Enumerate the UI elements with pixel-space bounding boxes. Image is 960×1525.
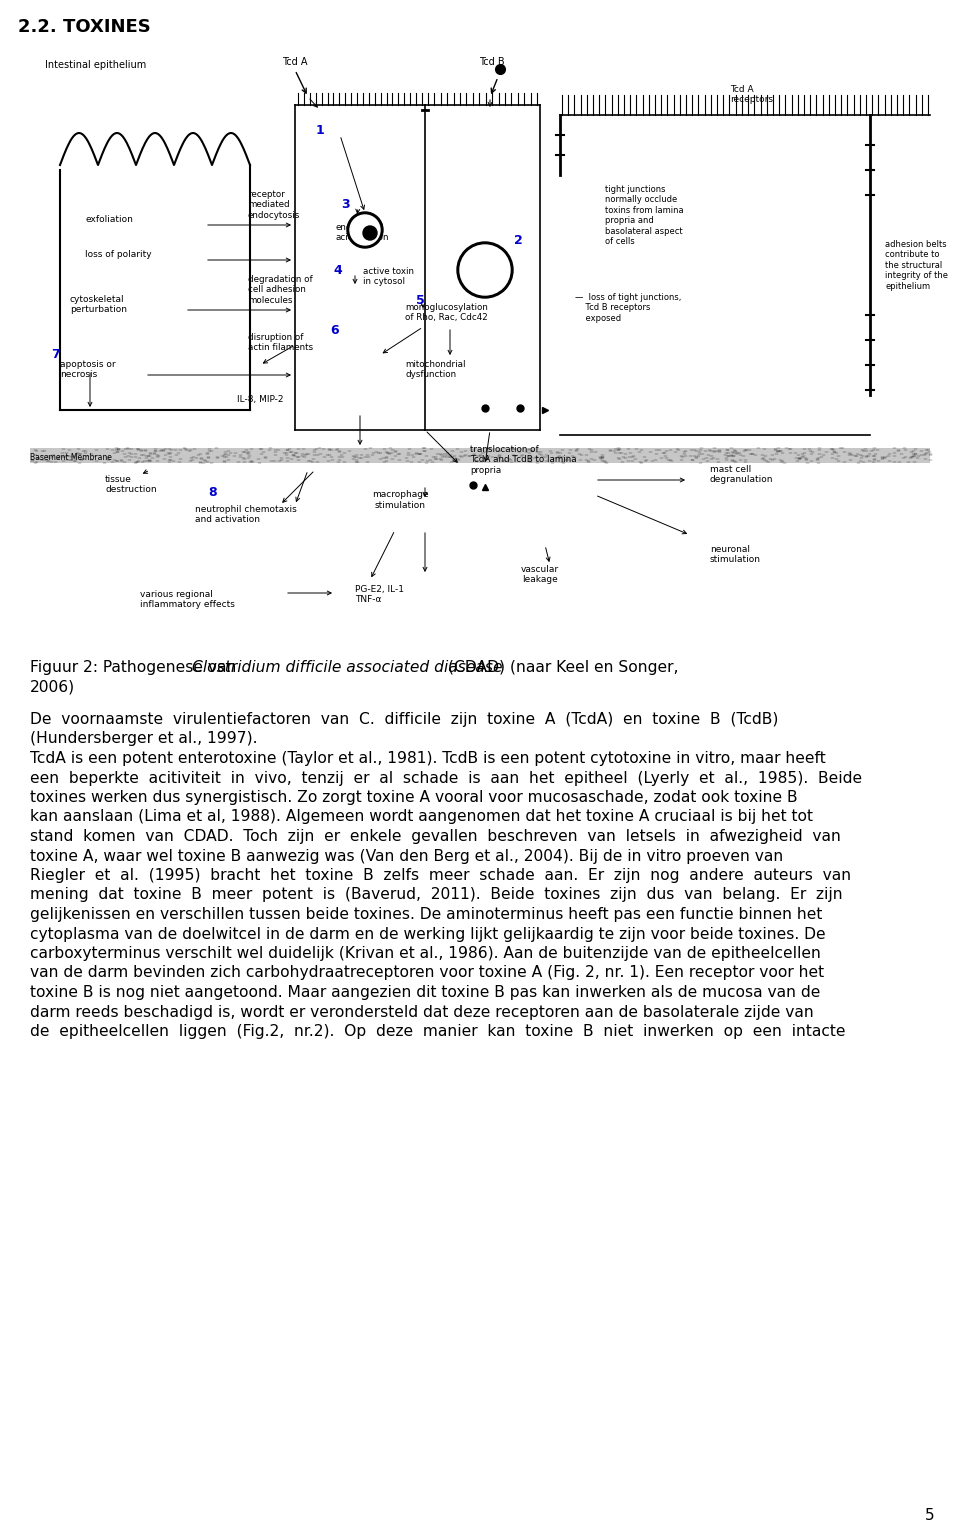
- Text: monoglucosylation
of Rho, Rac, Cdc42: monoglucosylation of Rho, Rac, Cdc42: [405, 303, 488, 322]
- Text: De  voornaamste  virulentiefactoren  van  C.  difficile  zijn  toxine  A  (TcdA): De voornaamste virulentiefactoren van C.…: [30, 712, 779, 727]
- Text: neutrophil chemotaxis
and activation: neutrophil chemotaxis and activation: [195, 505, 297, 525]
- Text: 7: 7: [51, 349, 60, 361]
- Text: 1: 1: [316, 124, 324, 137]
- Text: degradation of
cell adhesion
molecules: degradation of cell adhesion molecules: [248, 274, 313, 305]
- Circle shape: [363, 226, 377, 239]
- Text: 6: 6: [330, 323, 339, 337]
- Text: darm reeds beschadigd is, wordt er verondersteld dat deze receptoren aan de baso: darm reeds beschadigd is, wordt er veron…: [30, 1005, 814, 1020]
- Text: (CDAD) (naar Keel en Songer,: (CDAD) (naar Keel en Songer,: [443, 660, 678, 676]
- Text: endosomal
acidification: endosomal acidification: [335, 223, 389, 242]
- Text: receptor
mediated
endocytosis: receptor mediated endocytosis: [248, 191, 300, 220]
- Text: disruption of
actin filaments: disruption of actin filaments: [248, 332, 313, 352]
- Text: apoptosis or
necrosis: apoptosis or necrosis: [60, 360, 115, 380]
- Text: Riegler  et  al.  (1995)  bracht  het  toxine  B  zelfs  meer  schade  aan.  Er : Riegler et al. (1995) bracht het toxine …: [30, 868, 852, 883]
- Text: 2.2. TOXINES: 2.2. TOXINES: [18, 18, 151, 37]
- Text: Clostridium difficile associated diasease: Clostridium difficile associated diaseas…: [193, 660, 503, 676]
- Text: adhesion belts
contribute to
the structural
integrity of the
epithelium: adhesion belts contribute to the structu…: [885, 239, 948, 291]
- Text: mitochondrial
dysfunction: mitochondrial dysfunction: [405, 360, 466, 380]
- Text: tissue
destruction: tissue destruction: [105, 474, 156, 494]
- Text: de  epitheelcellen  liggen  (Fig.2,  nr.2).  Op  deze  manier  kan  toxine  B  n: de epitheelcellen liggen (Fig.2, nr.2). …: [30, 1023, 846, 1039]
- Text: toxine B is nog niet aangetoond. Maar aangezien dit toxine B pas kan inwerken al: toxine B is nog niet aangetoond. Maar aa…: [30, 985, 821, 1000]
- Text: Intestinal epithelium: Intestinal epithelium: [45, 59, 146, 70]
- Text: kan aanslaan (Lima et al, 1988). Algemeen wordt aangenomen dat het toxine A cruc: kan aanslaan (Lima et al, 1988). Algemee…: [30, 810, 813, 825]
- Text: Basement Membrane: Basement Membrane: [30, 453, 112, 462]
- Text: 4: 4: [334, 264, 343, 276]
- Text: Figuur 2: Pathogenese van: Figuur 2: Pathogenese van: [30, 660, 241, 676]
- Text: mening  dat  toxine  B  meer  potent  is  (Baverud,  2011).  Beide  toxines  zij: mening dat toxine B meer potent is (Bave…: [30, 888, 843, 903]
- Text: 5: 5: [416, 293, 424, 307]
- Circle shape: [457, 242, 513, 297]
- Text: Tcd B: Tcd B: [479, 56, 505, 67]
- Text: toxine A, waar wel toxine B aanwezig was (Van den Berg et al., 2004). Bij de in : toxine A, waar wel toxine B aanwezig was…: [30, 848, 783, 863]
- Text: cytoskeletal
perturbation: cytoskeletal perturbation: [70, 294, 127, 314]
- Text: 2: 2: [514, 233, 522, 247]
- Text: een  beperkte  acitiviteit  in  vivo,  tenzij  er  al  schade  is  aan  het  epi: een beperkte acitiviteit in vivo, tenzij…: [30, 770, 862, 785]
- Text: carboxyterminus verschilt wel duidelijk (Krivan et al., 1986). Aan de buitenzijd: carboxyterminus verschilt wel duidelijk …: [30, 946, 821, 961]
- Text: translocation of
TcdA and TcdB to lamina
propria: translocation of TcdA and TcdB to lamina…: [470, 445, 577, 474]
- Text: neuronal
stimulation: neuronal stimulation: [710, 544, 761, 564]
- Text: van de darm bevinden zich carbohydraatreceptoren voor toxine A (Fig. 2, nr. 1). : van de darm bevinden zich carbohydraatre…: [30, 965, 824, 981]
- Circle shape: [460, 246, 510, 294]
- Text: (Hundersberger et al., 1997).: (Hundersberger et al., 1997).: [30, 732, 257, 747]
- Text: loss of polarity: loss of polarity: [85, 250, 152, 259]
- Text: Tcd A: Tcd A: [282, 56, 308, 67]
- Text: tight junctions
normally occlude
toxins from lamina
propria and
basolateral aspe: tight junctions normally occlude toxins …: [605, 185, 684, 246]
- Text: 5: 5: [925, 1508, 935, 1523]
- Circle shape: [350, 215, 380, 246]
- Text: 3: 3: [341, 198, 349, 212]
- Text: IL-8, MIP-2: IL-8, MIP-2: [237, 395, 283, 404]
- Text: gelijkenissen en verschillen tussen beide toxines. De aminoterminus heeft pas ee: gelijkenissen en verschillen tussen beid…: [30, 907, 823, 923]
- Text: various regional
inflammatory effects: various regional inflammatory effects: [140, 590, 235, 610]
- Text: active toxin
in cytosol: active toxin in cytosol: [363, 267, 414, 287]
- Text: toxines werken dus synergistisch. Zo zorgt toxine A vooral voor mucosaschade, zo: toxines werken dus synergistisch. Zo zor…: [30, 790, 798, 805]
- Text: exfoliation: exfoliation: [85, 215, 132, 224]
- Text: PG-E2, IL-1
TNF-α: PG-E2, IL-1 TNF-α: [355, 586, 404, 604]
- Text: —  loss of tight junctions,
    Tcd B receptors
    exposed: — loss of tight junctions, Tcd B recepto…: [575, 293, 682, 323]
- Bar: [30, 448, 930, 464]
- Text: mast cell
degranulation: mast cell degranulation: [710, 465, 774, 485]
- Text: TcdA is een potent enterotoxine (Taylor et al., 1981). TcdB is een potent cytoto: TcdA is een potent enterotoxine (Taylor …: [30, 750, 826, 766]
- Circle shape: [347, 212, 383, 249]
- Text: macrophage
stimulation: macrophage stimulation: [372, 491, 428, 509]
- Text: stand  komen  van  CDAD.  Toch  zijn  er  enkele  gevallen  beschreven  van  let: stand komen van CDAD. Toch zijn er enkel…: [30, 830, 841, 843]
- Text: cytoplasma van de doelwitcel in de darm en de werking lijkt gelijkaardig te zijn: cytoplasma van de doelwitcel in de darm …: [30, 927, 826, 941]
- Text: Tcd A
receptors: Tcd A receptors: [730, 85, 773, 104]
- Text: 2006): 2006): [30, 680, 75, 695]
- Text: vascular
leakage: vascular leakage: [521, 564, 559, 584]
- Text: 8: 8: [208, 486, 217, 500]
